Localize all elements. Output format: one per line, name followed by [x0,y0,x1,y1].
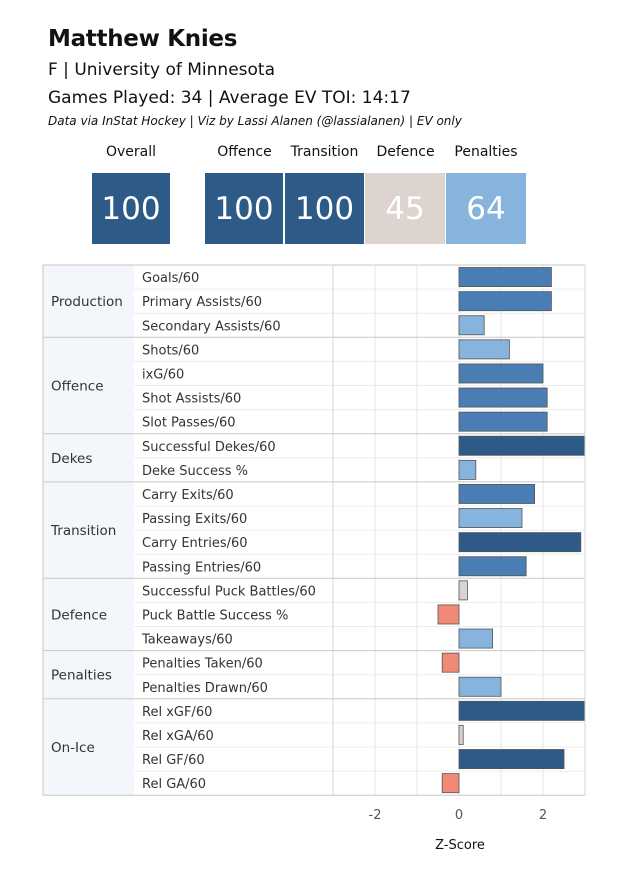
bar [458,508,523,529]
player-name: Matthew Knies [48,26,238,52]
player-header: Matthew Knies F | University of Minnesot… [48,22,462,130]
score-value-transition: 100 [294,190,355,227]
bar [458,676,502,697]
bar [458,267,552,288]
metric-label: Rel xGA/60 [142,729,214,744]
bar [437,604,460,625]
bar [458,363,544,384]
x-tick-label: -2 [369,808,382,823]
score-label-penalties: Penalties [454,144,518,160]
metric-label: Goals/60 [142,271,199,286]
bar [441,773,460,794]
metric-label: Takeaways/60 [141,633,233,648]
metric-label: Rel xGF/60 [142,705,212,720]
metric-label: Successful Puck Battles/60 [142,584,316,599]
bar [458,700,586,721]
x-tick-label: 2 [539,808,547,823]
score-box-offence: 100 [205,173,283,244]
bar [458,556,527,577]
metric-label: Shot Assists/60 [142,392,241,407]
group-label: Transition [50,523,116,539]
metric-label: Shots/60 [142,343,199,358]
bar [458,411,548,432]
score-label-transition: Transition [290,144,359,160]
bar [458,532,582,553]
bar [458,387,548,408]
bar [441,652,460,673]
score-value-overall: 100 [101,190,161,227]
group-label: Dekes [51,451,92,467]
x-axis-title: Z-Score [435,838,485,853]
metric-label: Carry Entries/60 [142,536,248,551]
metric-label: Deke Success % [142,464,248,479]
score-value-offence: 100 [214,190,274,227]
metric-label: Passing Exits/60 [142,512,247,527]
score-box-overall: 100 [92,173,170,244]
group-label: Penalties [51,668,112,684]
bar [458,725,464,745]
metric-label: Carry Exits/60 [142,488,234,503]
group-label: Offence [51,379,104,395]
score-value-defence: 45 [385,190,425,227]
metric-label: Puck Battle Success % [142,608,288,623]
metric-label: Rel GF/60 [142,753,205,768]
bar [458,580,468,601]
bar [458,339,510,360]
data-credit: Data via InStat Hockey | Viz by Lassi Al… [48,114,462,128]
score-label-defence: Defence [376,144,435,160]
metric-label: Successful Dekes/60 [142,440,276,455]
bar [458,628,493,649]
bar [458,459,477,480]
score-box-penalties: 64 [446,173,526,244]
metric-label: Rel GA/60 [142,777,206,792]
category-column-bg [43,265,134,796]
score-box-transition: 100 [285,173,364,244]
bar [458,435,586,456]
score-value-penalties: 64 [466,190,506,227]
metric-label: Penalties Drawn/60 [142,681,268,696]
group-label: On-Ice [51,740,95,756]
metric-label: Passing Entries/60 [142,560,261,575]
metric-label: ixG/60 [142,367,184,382]
group-label: Defence [51,607,107,623]
bar [458,749,565,770]
group-label: Production [51,294,123,310]
metric-label: Penalties Taken/60 [142,657,263,672]
bar [458,315,485,336]
metric-label: Slot Passes/60 [142,416,236,431]
metric-label: Secondary Assists/60 [142,319,281,334]
score-label-offence: Offence [217,144,272,160]
score-label-overall: Overall [105,144,157,160]
bar [458,483,535,504]
score-box-defence: 45 [365,173,445,244]
metric-label: Primary Assists/60 [142,295,262,310]
x-tick-label: 0 [455,808,463,823]
games-toi: Games Played: 34 | Average EV TOI: 14:17 [48,88,411,108]
position-team: F | University of Minnesota [48,60,276,80]
bar [458,291,552,312]
